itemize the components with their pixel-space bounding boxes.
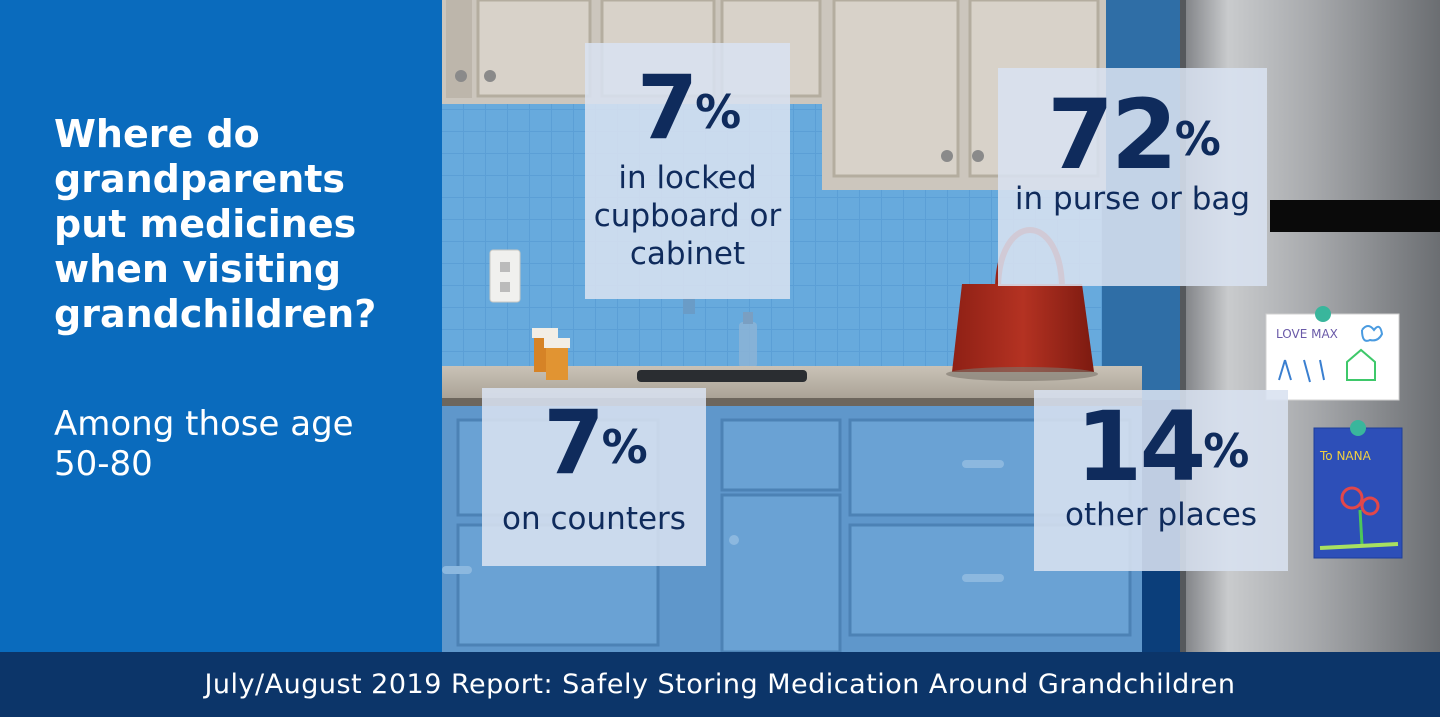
footer-banner: July/August 2019 Report: Safely Storing … [0,652,1440,717]
subhead: Among those age 50-80 [54,404,354,484]
headline: Where do grandparents put medicines when… [54,112,377,336]
note-love-max-text: LOVE MAX [1276,327,1338,341]
stat-percent: 7% [636,56,741,159]
stat-label: in purse or bag [1014,181,1251,217]
soap-bottle [739,322,757,368]
stat-card-counters: 7% on counters [482,388,706,566]
stat-label: other places [1065,497,1257,533]
stat-card-other: 14% other places [1034,390,1288,571]
outlet [489,249,521,303]
note-to-nana-text: To NANA [1319,449,1372,463]
footer-text: July/August 2019 Report: Safely Storing … [204,669,1236,700]
stat-percent: 7% [543,391,647,494]
pill-bottles [532,328,570,380]
note-to-nana: To NANA [1313,420,1403,559]
left-panel: Where do grandparents put medicines when… [0,0,442,652]
stat-label: in locked cupboard or cabinet [593,160,782,272]
note-love-max: LOVE MAX [1265,306,1400,401]
stat-percent: 14% [1075,391,1250,503]
stat-card-cupboard: 7% in locked cupboard or cabinet [585,43,790,299]
stat-label: on counters [502,501,686,537]
stat-card-purse: 72% in purse or bag [998,68,1267,286]
stat-percent: 72% [1047,79,1221,191]
sink [637,370,807,382]
